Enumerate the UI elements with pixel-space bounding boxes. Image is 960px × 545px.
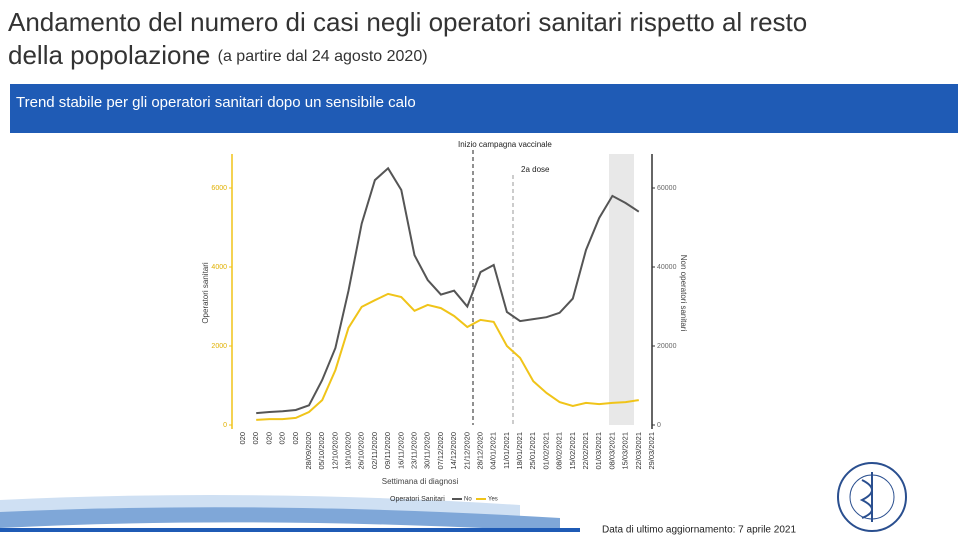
x-tick-label: 15/02/2021 [568,432,577,470]
footer: Data di ultimo aggiornamento: 7 aprile 2… [602,525,796,536]
y-tick-label: 6000 [211,185,227,192]
x-tick-label: 02/11/2020 [370,432,379,469]
x-tick-label: 15/03/2021 [621,432,630,470]
banner-text: Trend stabile per gli operatori sanitari… [16,94,416,111]
y-tick-label: 4000 [211,264,227,271]
x-tick-label: 08/03/2021 [607,432,616,470]
y2-tick-label: 0 [657,422,661,429]
y2-tick-label: 20000 [657,343,677,350]
x-tick-label: 21/12/2020 [462,432,471,470]
x-axis-title: Settimana di diagnosi [382,477,459,486]
x-tick-label: 19/10/2020 [344,432,353,470]
x-tick-label: 28/12/2020 [475,432,484,470]
shaded-period [609,154,634,425]
x-tick-label: 09/11/2020 [383,432,392,469]
x-tick-label: 28/09/2020 [304,432,313,470]
x-tick-label: 08/02/2021 [555,432,564,470]
x-tick-label: 16/11/2020 [396,432,405,469]
x-tick-label: 12/10/2020 [330,432,339,470]
x-tick-label: 04/01/2021 [489,432,498,470]
x-tick-label: 25/01/2021 [528,432,537,470]
x-tick-label: 020 [291,432,300,445]
title-line: della popolazione [8,40,218,70]
x-tick-label: 05/10/2020 [317,432,326,470]
x-tick-label: 22/02/2021 [581,432,590,470]
y-axis-title: Operatori sanitari [201,262,210,324]
x-tick-label: 18/01/2021 [515,432,524,470]
decoration [0,462,907,532]
x-tick-label: 26/10/2020 [357,432,366,470]
x-tick-label: 14/12/2020 [449,432,458,470]
x-tick-label: 30/11/2020 [423,432,432,469]
x-tick-label: 07/12/2020 [436,432,445,470]
x-tick-label: 020 [238,432,247,445]
legend-title: Operatori Sanitari [390,496,445,503]
x-tick-label: 020 [264,432,273,445]
title-line: Andamento del numero di casi negli opera… [8,7,807,37]
x-tick-label: 29/03/2021 [647,432,656,470]
x-tick-label: 11/01/2021 [502,432,511,469]
series-line [256,166,640,415]
annotation: Inizio campagna vaccinale [458,140,552,149]
y2-tick-label: 60000 [657,185,677,192]
x-tick-label: 020 [251,432,260,445]
y-tick-label: 2000 [211,343,227,350]
x-tick-label: 01/03/2021 [594,432,603,470]
x-tick-label: 23/11/2020 [410,432,419,469]
y2-axis-title: Non operatori sanitari [679,255,688,332]
x-tick-label: 22/03/2021 [634,432,643,470]
banner [10,84,958,133]
y2-tick-label: 40000 [657,264,677,271]
x-tick-label: 01/02/2021 [541,432,550,470]
subtitle: (a partire dal 24 agosto 2020) [218,48,428,65]
slide-title: Andamento del numero di casi negli opera… [8,7,807,70]
x-tick-label: 020 [278,432,287,445]
y-tick-label: 0 [223,422,227,429]
series-line [256,292,639,421]
legend-label: No [464,497,472,503]
annotation: 2a dose [521,165,550,174]
legend-label: Yes [488,497,498,503]
